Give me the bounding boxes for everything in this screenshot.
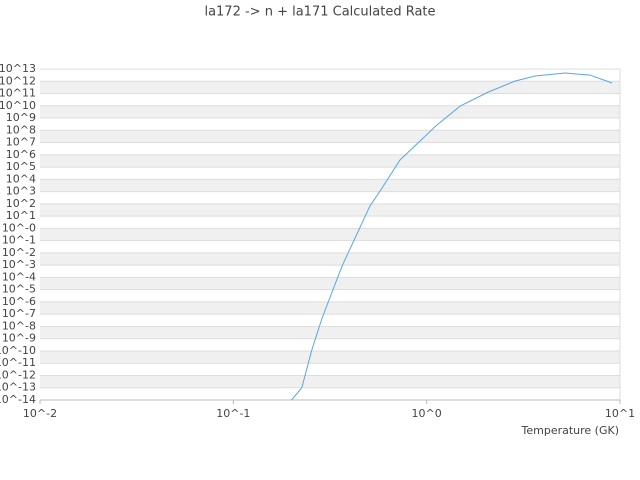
chart-title: la172 -> n + la171 Calculated Rate <box>204 5 435 20</box>
y-tick-label: 10^-5 <box>2 283 36 296</box>
grid-band <box>40 301 620 315</box>
y-tick-label: 10^11 <box>0 87 36 100</box>
y-tick-label: 10^-10 <box>0 344 36 357</box>
y-tick-label: 10^4 <box>6 172 36 185</box>
grid-band <box>40 252 620 266</box>
y-tick-label: 10^3 <box>6 185 36 198</box>
y-tick-label: 10^-11 <box>0 356 36 369</box>
y-tick-label: 10^-4 <box>2 270 36 283</box>
grid-band <box>40 326 620 339</box>
y-tick-label: 10^13 <box>0 62 36 75</box>
y-tick-label: 10^-3 <box>2 258 36 271</box>
grid-band <box>40 179 620 192</box>
y-tick-label: 10^10 <box>0 99 36 112</box>
grid-band <box>40 130 620 143</box>
grid-band <box>40 154 620 168</box>
grid-band <box>40 375 620 388</box>
grid-band <box>40 228 620 241</box>
y-tick-label: 10^-6 <box>2 295 36 308</box>
y-tick-label: 10^6 <box>6 148 36 161</box>
y-tick-label: 10^-13 <box>0 381 36 394</box>
data-line <box>291 72 613 400</box>
y-tick-label: 10^-2 <box>2 246 36 259</box>
y-tick-label: 10^2 <box>6 197 36 210</box>
y-tick-label: 10^-9 <box>2 332 36 345</box>
x-tick-label: 10^-1 <box>216 407 250 420</box>
x-tick-label: 10^-2 <box>23 407 57 420</box>
x-tick-label: 10^0 <box>412 407 442 420</box>
grid-band <box>40 105 620 119</box>
y-tick-label: 10^7 <box>6 136 36 149</box>
y-tick-label: 10^8 <box>6 123 36 136</box>
x-tick-label: 10^1 <box>605 407 635 420</box>
y-tick-label: 10^-14 <box>0 393 36 406</box>
grid-band <box>40 81 620 94</box>
y-tick-label: 10^1 <box>6 209 36 222</box>
y-tick-label: 10^-1 <box>2 234 36 247</box>
y-tick-label: 10^9 <box>6 111 36 124</box>
y-tick-label: 10^-8 <box>2 319 36 332</box>
grid-band <box>40 350 620 364</box>
y-tick-label: 10^-7 <box>2 307 36 320</box>
grid-band <box>40 203 620 217</box>
x-axis-label: Temperature (GK) <box>521 424 620 437</box>
y-tick-label: 10^-12 <box>0 368 36 381</box>
y-tick-label: 10^5 <box>6 160 36 173</box>
grid-band <box>40 277 620 290</box>
y-tick-label: 10^-0 <box>2 221 36 234</box>
y-tick-label: 10^12 <box>0 74 36 87</box>
